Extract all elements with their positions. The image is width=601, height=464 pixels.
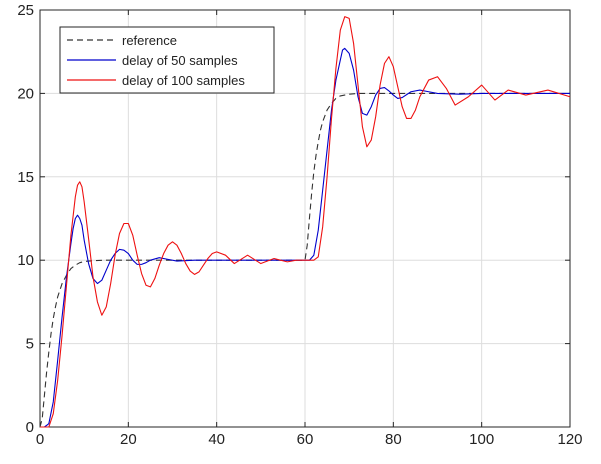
y-tick-label: 5: [26, 336, 34, 353]
series-lines: [39, 16, 571, 428]
x-tick-label: 100: [469, 431, 494, 448]
x-tick-label: 60: [297, 431, 314, 448]
axes: [39, 9, 571, 428]
y-tick-label: 20: [17, 85, 34, 102]
tick-labels: 0 20 40 60 80 100 120 0 5 10 15 20 25: [17, 2, 582, 448]
y-tick-label: 25: [17, 2, 34, 19]
x-tick-label: 120: [557, 431, 582, 448]
x-tick-label: 40: [208, 431, 225, 448]
y-tick-label: 0: [26, 419, 34, 436]
x-tick-label: 0: [36, 431, 44, 448]
legend-label-2: delay of 50 samples: [122, 53, 238, 68]
series-line-2: [40, 47, 570, 428]
y-tick-label: 15: [17, 169, 34, 186]
legend-label-3: delay of 100 samples: [122, 73, 245, 88]
series-line-3: [40, 16, 571, 428]
legend: reference delay of 50 samples delay of 100…: [59, 26, 275, 94]
legend-label-1: reference: [122, 33, 177, 48]
y-tick-label: 10: [17, 252, 34, 269]
x-tick-label: 20: [120, 431, 137, 448]
x-tick-label: 80: [385, 431, 402, 448]
